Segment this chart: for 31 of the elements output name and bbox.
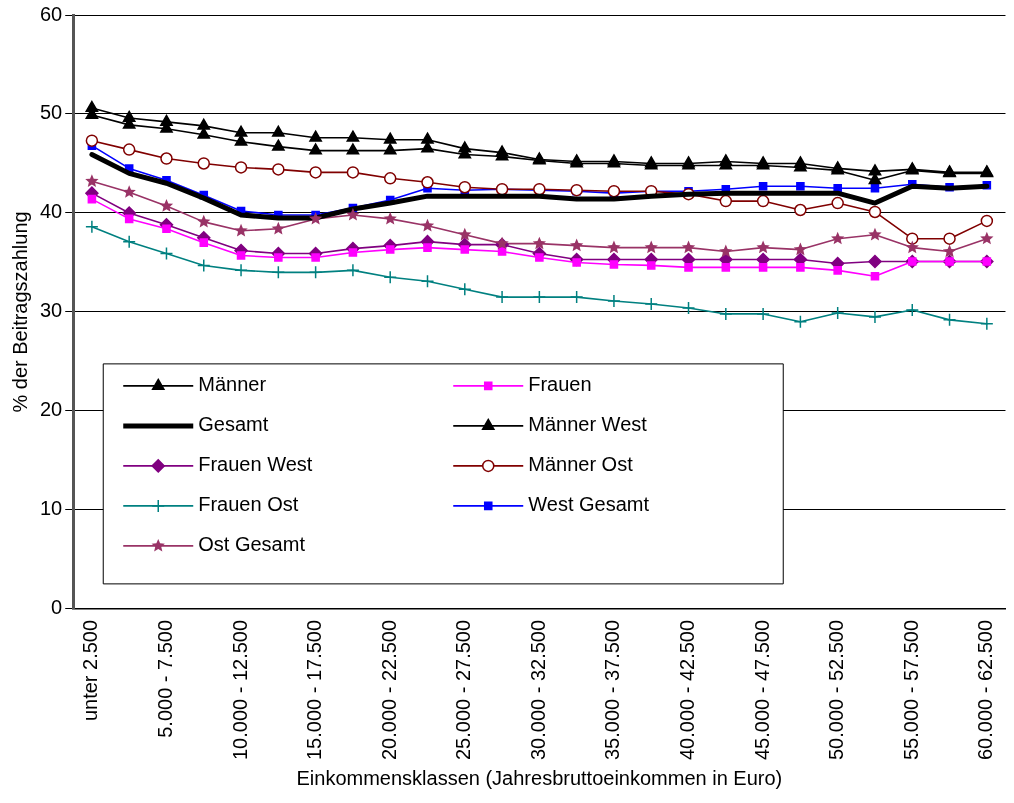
- legend-label: West Gesamt: [528, 493, 650, 516]
- x-tick-label: 55.000 - 57.500: [899, 619, 922, 761]
- legend-label: Männer: [198, 373, 267, 396]
- x-tick-label: 25.000 - 27.500: [452, 619, 475, 761]
- y-tick-label: 40: [40, 200, 63, 223]
- y-tick-label: 0: [51, 596, 63, 619]
- x-tick-label: 60.000 - 62.500: [974, 619, 997, 761]
- x-tick-label: 35.000 - 37.500: [601, 619, 624, 761]
- legend-label: Männer West: [528, 413, 648, 436]
- legend-label: Ost Gesamt: [198, 533, 306, 556]
- legend-label: Gesamt: [198, 413, 269, 436]
- legend-label: Frauen West: [198, 453, 313, 476]
- legend-label: Frauen Ost: [198, 493, 299, 516]
- y-tick-label: 30: [40, 299, 63, 322]
- legend-label: Männer Ost: [528, 453, 634, 476]
- x-tick-label: 40.000 - 42.500: [676, 619, 699, 761]
- y-axis-title: % der Beitragszahlung: [8, 211, 31, 413]
- x-tick-label: 20.000 - 22.500: [377, 619, 400, 761]
- x-tick-label: unter 2.500: [79, 619, 102, 722]
- x-tick-label: 50.000 - 52.500: [825, 619, 848, 761]
- x-tick-label: 30.000 - 32.500: [526, 619, 549, 761]
- y-tick-label: 50: [40, 101, 63, 124]
- y-tick-label: 20: [40, 398, 63, 421]
- y-tick-label: 60: [40, 2, 63, 25]
- x-tick-label: 15.000 - 17.500: [303, 619, 326, 761]
- legend-label: Frauen: [528, 373, 592, 396]
- x-tick-label: 5.000 - 7.500: [153, 619, 176, 738]
- y-tick-label: 10: [40, 497, 63, 520]
- x-tick-label: 10.000 - 12.500: [228, 619, 251, 761]
- x-axis-title: Einkommensklassen (Jahresbruttoeinkommen in Euro): [296, 766, 783, 789]
- x-tick-label: 45.000 - 47.500: [750, 619, 773, 761]
